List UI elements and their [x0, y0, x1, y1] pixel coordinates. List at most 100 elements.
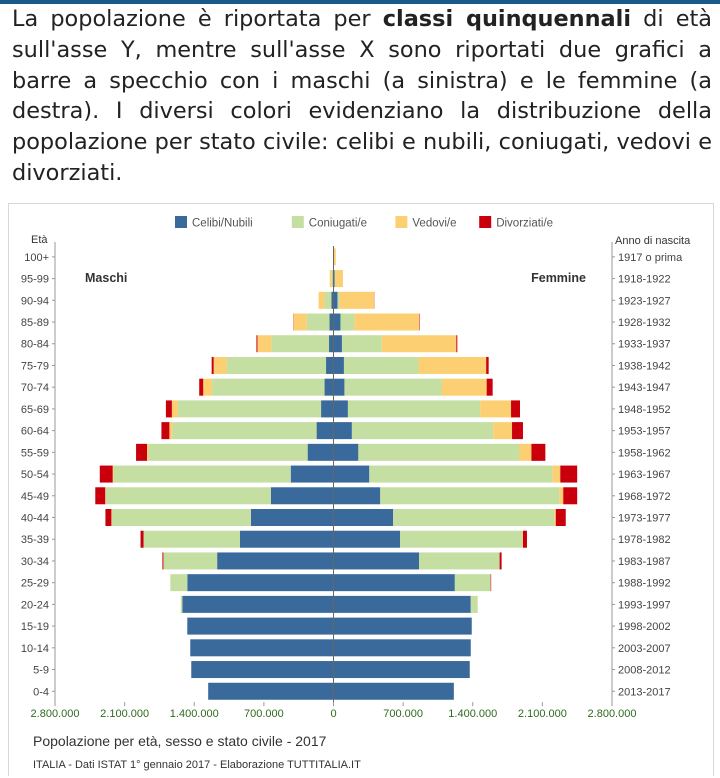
birth-year-label: 1917 o prima — [618, 252, 683, 264]
birth-year-label: 1993-1997 — [618, 599, 671, 611]
age-tick-label: 85-89 — [21, 317, 49, 329]
y-axis-label: Età — [31, 234, 48, 246]
age-tick-label: 35-39 — [21, 534, 49, 546]
bar-female-60-64-1 — [351, 422, 494, 440]
bar-male-90-94-1 — [324, 291, 332, 309]
birth-year-label: 1998-2002 — [618, 621, 671, 633]
bar-female-35-39-1 — [400, 530, 523, 548]
bar-male-40-44-0 — [250, 509, 334, 526]
age-tick-label: 10-14 — [21, 643, 49, 655]
legend-swatch-1 — [291, 216, 304, 228]
bar-female-75-79-1 — [343, 356, 419, 374]
bar-female-15-19-0 — [333, 617, 472, 635]
bar-female-70-74-2 — [441, 378, 487, 396]
intro-paragraph: La popolazione è riportata per classi qu… — [12, 4, 712, 189]
bar-male-55-59-2 — [147, 443, 149, 461]
bar-male-20-24-1 — [180, 595, 183, 613]
bar-male-80-84-0 — [329, 335, 334, 353]
bar-male-80-84-1 — [271, 335, 330, 353]
bar-female-10-14-0 — [333, 639, 471, 657]
bar-female-45-49-3 — [563, 487, 578, 505]
bar-male-70-74-3 — [199, 378, 204, 396]
bar-male-75-79-1 — [226, 356, 327, 374]
bar-female-55-59-3 — [531, 443, 546, 461]
bar-female-55-59-0 — [333, 443, 359, 461]
bar-male-95-99-2 — [329, 270, 332, 288]
age-tick-label: 90-94 — [21, 295, 49, 307]
age-tick-label: 45-49 — [21, 491, 49, 503]
legend-swatch-0 — [175, 216, 187, 228]
legend-label-0: Celibi/Nubili — [192, 218, 253, 230]
birth-year-label: 2013-2017 — [618, 686, 671, 698]
age-tick-label: 65-69 — [21, 404, 49, 416]
bar-female-75-79-0 — [333, 356, 344, 374]
x-tick-label: 2.100.000 — [518, 708, 567, 720]
bar-female-65-69-2 — [480, 400, 512, 418]
birth-year-label: 1948-1952 — [618, 404, 671, 416]
x-tick-label: 0 — [330, 708, 336, 720]
age-tick-label: 70-74 — [21, 382, 49, 394]
age-tick-label: 55-59 — [21, 447, 49, 459]
bar-male-35-39-0 — [240, 530, 334, 548]
bar-female-50-54-3 — [560, 465, 578, 483]
bar-female-35-39-3 — [522, 530, 527, 548]
legend-label-3: Divorziati/e — [496, 218, 553, 230]
chart-frame: Celibi/Nubili Coniugati/e Vedovi/e Divorzia… — [8, 203, 714, 776]
bar-female-90-94-1 — [337, 291, 340, 309]
bar-female-40-44-0 — [333, 509, 394, 526]
age-tick-label: 100+ — [24, 252, 49, 264]
bar-male-15-19-0 — [187, 617, 334, 635]
bar-male-50-54-2 — [112, 465, 114, 483]
bar-male-35-39-1 — [143, 530, 241, 548]
bar-female-75-79-2 — [418, 356, 487, 374]
bar-female-65-69-1 — [347, 400, 481, 418]
x-tick-label: 700.000 — [244, 708, 284, 720]
bar-male-30-34-3 — [162, 552, 164, 570]
birth-year-label: 1953-1957 — [618, 426, 671, 438]
bar-female-45-49-1 — [380, 487, 560, 505]
bar-male-60-64-3 — [161, 422, 170, 440]
bar-female-0-4-0 — [333, 682, 454, 700]
birth-year-label: 1978-1982 — [618, 534, 671, 546]
legend-label-2: Vedovi/e — [412, 218, 456, 230]
age-tick-label: 40-44 — [21, 513, 49, 525]
birth-year-label: 1988-1992 — [618, 578, 671, 590]
bar-female-25-29-0 — [333, 574, 455, 592]
bar-male-30-34-0 — [217, 552, 334, 570]
bar-male-70-74-2 — [203, 378, 213, 396]
intro-part-2: di età sull'asse Y, mentre sull'asse X s… — [12, 6, 712, 186]
population-pyramid-chart: Celibi/Nubili Coniugati/e Vedovi/e Divorzia… — [21, 216, 691, 771]
birth-year-label: 2003-2007 — [618, 643, 671, 655]
age-tick-label: 50-54 — [21, 469, 49, 481]
bar-female-55-59-1 — [358, 443, 520, 461]
bar-male-35-39-3 — [140, 530, 144, 548]
birth-year-label: 1918-1922 — [618, 274, 671, 286]
birth-year-label: 1933-1937 — [618, 339, 671, 351]
bar-male-60-64-2 — [169, 422, 173, 440]
bar-male-20-24-0 — [182, 595, 334, 613]
age-tick-label: 5-9 — [33, 665, 49, 677]
bar-male-50-54-0 — [290, 465, 334, 483]
chart-source: ITALIA - Dati ISTAT 1° gennaio 2017 - El… — [33, 759, 361, 771]
bar-female-50-54-1 — [369, 465, 553, 483]
age-tick-label: 0-4 — [33, 686, 49, 698]
bar-male-50-54-1 — [113, 465, 291, 483]
bar-male-65-69-1 — [177, 400, 322, 418]
bar-male-40-44-1 — [111, 509, 251, 526]
bar-female-30-34-1 — [419, 552, 500, 570]
bar-male-55-59-3 — [136, 443, 148, 461]
age-tick-label: 80-84 — [21, 339, 49, 351]
birth-year-label: 1938-1942 — [618, 360, 671, 372]
bar-female-30-34-3 — [499, 552, 502, 570]
bar-male-40-44-3 — [105, 509, 112, 526]
birth-year-label: 1943-1947 — [618, 382, 671, 394]
bar-female-70-74-3 — [486, 378, 493, 396]
age-tick-label: 95-99 — [21, 274, 49, 286]
left-label-males: Maschi — [85, 271, 127, 285]
age-tick-label: 15-19 — [21, 621, 49, 633]
bar-female-50-54-0 — [333, 465, 370, 483]
bar-female-90-94-2 — [339, 291, 375, 309]
bar-female-85-89-0 — [333, 313, 341, 331]
bar-male-85-89-0 — [329, 313, 334, 331]
age-tick-label: 20-24 — [21, 599, 49, 611]
